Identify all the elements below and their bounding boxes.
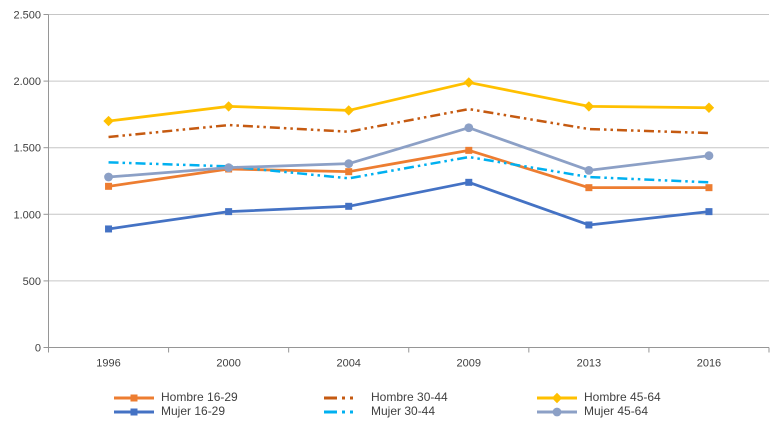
svg-text:2000: 2000 xyxy=(216,358,240,370)
line-chart: 0 500 1.000 1.500 2.000 2.500 1996 2000 2004 2009… xyxy=(13,10,770,370)
legend-item-hombre-45-64: Hombre 45-64 xyxy=(536,390,661,404)
svg-text:500: 500 xyxy=(23,276,41,288)
svg-text:2.500: 2.500 xyxy=(13,10,41,22)
svg-text:2004: 2004 xyxy=(336,358,360,370)
legend-label-mujer-45-64: Mujer 45-64 xyxy=(584,404,649,418)
legend-item-mujer-30-44: Mujer 30-44 xyxy=(323,404,536,418)
legend-label-hombre-16-29: Hombre 16-29 xyxy=(161,390,238,404)
legend-label-mujer-16-29: Mujer 16-29 xyxy=(161,404,226,418)
legend-marker-hombre-16-29-icon xyxy=(113,391,155,403)
chart-legend: Hombre 16-29 Hombre 30-44 Hombre 45-64 M… xyxy=(113,390,661,418)
svg-text:1996: 1996 xyxy=(96,358,120,370)
legend-marker-mujer-45-64-icon xyxy=(536,405,578,417)
legend-item-hombre-30-44: Hombre 30-44 xyxy=(323,390,536,404)
legend-marker-hombre-45-64-icon xyxy=(536,391,578,404)
svg-text:1.500: 1.500 xyxy=(13,143,41,155)
svg-text:1.000: 1.000 xyxy=(13,209,41,221)
legend-label-hombre-30-44: Hombre 30-44 xyxy=(371,390,448,404)
legend-marker-mujer-30-44-icon xyxy=(323,405,365,417)
svg-text:2.000: 2.000 xyxy=(13,76,41,88)
legend-item-mujer-16-29: Mujer 16-29 xyxy=(113,404,323,418)
legend-marker-hombre-30-44-icon xyxy=(323,391,365,403)
legend-item-hombre-16-29: Hombre 16-29 xyxy=(113,390,323,404)
svg-text:0: 0 xyxy=(35,343,41,355)
legend-marker-mujer-16-29-icon xyxy=(113,405,155,417)
legend-label-hombre-45-64: Hombre 45-64 xyxy=(584,390,661,404)
svg-text:2009: 2009 xyxy=(457,358,481,370)
svg-text:2013: 2013 xyxy=(577,358,601,370)
legend-item-mujer-45-64: Mujer 45-64 xyxy=(536,404,661,418)
legend-label-mujer-30-44: Mujer 30-44 xyxy=(371,404,436,418)
svg-text:2016: 2016 xyxy=(697,358,721,370)
